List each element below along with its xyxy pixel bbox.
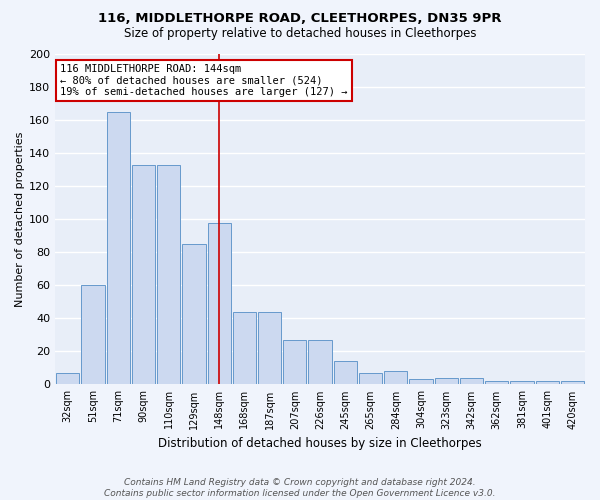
Y-axis label: Number of detached properties: Number of detached properties xyxy=(15,132,25,307)
Text: 116, MIDDLETHORPE ROAD, CLEETHORPES, DN35 9PR: 116, MIDDLETHORPE ROAD, CLEETHORPES, DN3… xyxy=(98,12,502,26)
Bar xyxy=(384,371,407,384)
Bar xyxy=(132,164,155,384)
Text: Size of property relative to detached houses in Cleethorpes: Size of property relative to detached ho… xyxy=(124,28,476,40)
Bar xyxy=(208,222,231,384)
Bar xyxy=(283,340,307,384)
Bar xyxy=(561,381,584,384)
Bar xyxy=(409,380,433,384)
Bar xyxy=(157,164,180,384)
Bar xyxy=(359,373,382,384)
Text: 116 MIDDLETHORPE ROAD: 144sqm
← 80% of detached houses are smaller (524)
19% of : 116 MIDDLETHORPE ROAD: 144sqm ← 80% of d… xyxy=(61,64,348,97)
Bar xyxy=(460,378,483,384)
Bar xyxy=(107,112,130,384)
Bar xyxy=(485,381,508,384)
Bar xyxy=(233,312,256,384)
Bar xyxy=(511,381,533,384)
Bar xyxy=(182,244,206,384)
Bar xyxy=(334,362,357,384)
Bar xyxy=(434,378,458,384)
Bar xyxy=(258,312,281,384)
Bar xyxy=(82,286,104,384)
Bar xyxy=(536,381,559,384)
Bar xyxy=(308,340,332,384)
Text: Contains HM Land Registry data © Crown copyright and database right 2024.
Contai: Contains HM Land Registry data © Crown c… xyxy=(104,478,496,498)
Bar xyxy=(56,373,79,384)
X-axis label: Distribution of detached houses by size in Cleethorpes: Distribution of detached houses by size … xyxy=(158,437,482,450)
